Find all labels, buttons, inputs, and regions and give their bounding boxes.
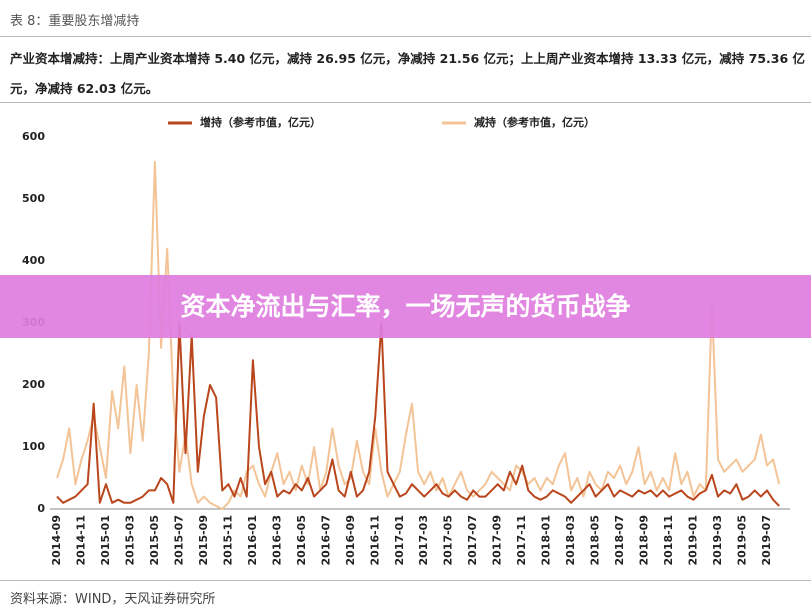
y-tick-label: 500 (22, 192, 45, 205)
source: 资料来源：WIND，天风证券研究所 (10, 592, 216, 607)
x-tick-label: 2019-07 (760, 515, 773, 566)
series-line (56, 322, 780, 507)
divider (0, 36, 811, 37)
x-tick-label: 2019-03 (711, 515, 724, 566)
x-tick-label: 2017-03 (417, 515, 430, 566)
x-tick-label: 2017-11 (515, 515, 528, 566)
legend-label: 减持（参考市值，亿元） (474, 115, 595, 129)
x-tick-label: 2018-07 (613, 515, 626, 566)
x-tick-label: 2016-07 (319, 515, 332, 566)
x-tick-label: 2017-07 (466, 515, 479, 566)
x-tick-label: 2016-01 (246, 515, 259, 566)
x-tick-label: 2018-05 (589, 515, 602, 566)
x-tick-label: 2015-07 (172, 515, 185, 566)
series-line (56, 160, 781, 510)
divider (0, 580, 811, 581)
x-tick-label: 2017-09 (491, 515, 504, 566)
x-tick-label: 2016-03 (270, 515, 283, 566)
summary: 产业资本增减持：上周产业资本增持 5.40 亿元，减持 26.95 亿元，净减持… (10, 51, 806, 96)
x-tick-label: 2018-09 (638, 515, 651, 566)
x-tick-label: 2016-09 (344, 515, 357, 566)
y-tick-label: 100 (22, 440, 45, 453)
x-tick-label: 2015-11 (221, 515, 234, 566)
x-tick-label: 2019-01 (687, 515, 700, 566)
y-tick-label: 200 (22, 378, 45, 391)
x-tick-label: 2018-03 (564, 515, 577, 566)
x-tick-label: 2015-09 (197, 515, 210, 566)
x-tick-label: 2014-11 (74, 515, 87, 566)
x-tick-label: 2015-01 (99, 515, 112, 566)
x-tick-label: 2015-03 (123, 515, 136, 566)
x-tick-label: 2016-05 (295, 515, 308, 566)
x-tick-label: 2014-09 (50, 515, 63, 566)
y-tick-label: 0 (37, 502, 45, 515)
table-title: 表 8：重要股东增减持 (10, 14, 140, 29)
x-tick-label: 2018-01 (540, 515, 553, 566)
legend-label: 增持（参考市值，亿元） (200, 115, 321, 129)
banner: 资本净流出与汇率，一场无声的货币战争 (0, 275, 811, 338)
x-tick-label: 2018-11 (662, 515, 675, 566)
x-tick-label: 2019-05 (736, 515, 749, 566)
x-tick-label: 2016-11 (368, 515, 381, 566)
y-tick-label: 600 (22, 130, 45, 143)
y-tick-label: 400 (22, 254, 45, 267)
x-tick-label: 2017-01 (393, 515, 406, 566)
x-tick-label: 2015-05 (148, 515, 161, 566)
divider (0, 102, 811, 103)
x-tick-label: 2017-05 (442, 515, 455, 566)
